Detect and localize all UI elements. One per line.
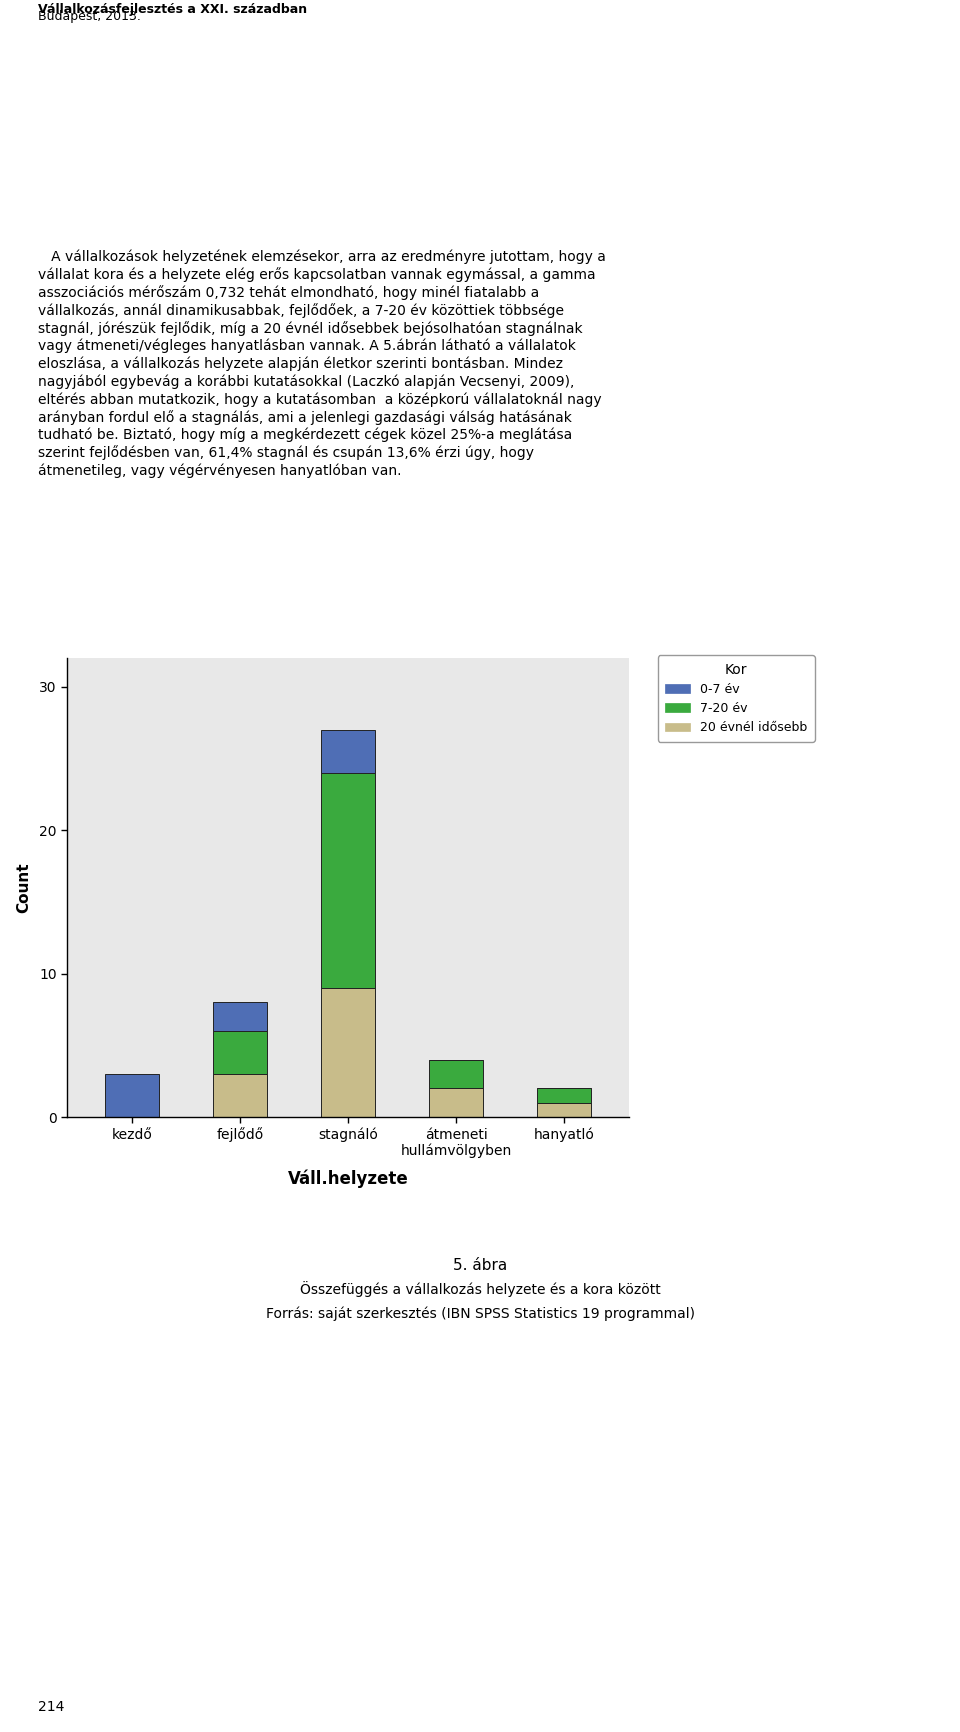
Bar [537, 1103, 591, 1117]
Bar [213, 1074, 267, 1117]
Bar [213, 1031, 267, 1074]
Text: tudható be. Biztató, hogy míg a megkérdezett cégek közel 25%-a meglátása: tudható be. Biztató, hogy míg a megkérde… [38, 428, 573, 442]
Bar [429, 1088, 483, 1117]
Text: vállalat kora és a helyzete elég erős kapcsolatban vannak egymással, a gamma: vállalat kora és a helyzete elég erős ka… [38, 267, 596, 282]
Text: Budapest, 2013.: Budapest, 2013. [38, 10, 141, 23]
Text: átmenetileg, vagy végérvényesen hanyatlóban van.: átmenetileg, vagy végérvényesen hanyatló… [38, 464, 402, 478]
Text: eltérés abban mutatkozik, hogy a kutatásomban  a középkorú vállalatoknál nagy: eltérés abban mutatkozik, hogy a kutatás… [38, 391, 602, 407]
Legend: 0-7 év, 7-20 év, 20 évnél idősebb: 0-7 év, 7-20 év, 20 évnél idősebb [658, 655, 815, 741]
Text: vagy átmeneti/végleges hanyatlásban vannak. A 5.ábrán látható a vállalatok: vagy átmeneti/végleges hanyatlásban vann… [38, 339, 576, 353]
Text: 5. ábra: 5. ábra [453, 1257, 507, 1273]
Bar [429, 1060, 483, 1088]
Text: stagnál, jórészük fejlődik, míg a 20 évnél idősebbek bejósolhatóan stagnálnak: stagnál, jórészük fejlődik, míg a 20 évn… [38, 320, 583, 336]
Text: szerint fejlődésben van, 61,4% stagnál és csupán 13,6% érzi úgy, hogy: szerint fejlődésben van, 61,4% stagnál é… [38, 445, 535, 461]
Bar [537, 1088, 591, 1103]
Text: 214: 214 [38, 1701, 64, 1715]
Text: Összefüggés a vállalkozás helyzete és a kora között: Összefüggés a vállalkozás helyzete és a … [300, 1282, 660, 1297]
Text: vállalkozás, annál dinamikusabbak, fejlődőek, a 7-20 év közöttiek többsége: vállalkozás, annál dinamikusabbak, fejlő… [38, 303, 564, 317]
Bar [321, 772, 375, 987]
Text: arányban fordul elő a stagnálás, ami a jelenlegi gazdasági válság hatásának: arányban fordul elő a stagnálás, ami a j… [38, 410, 572, 424]
Text: A vállalkozások helyzetének elemzésekor, arra az eredményre jutottam, hogy a: A vállalkozások helyzetének elemzésekor,… [38, 249, 607, 263]
Bar [105, 1074, 159, 1117]
X-axis label: Váll.helyzete: Váll.helyzete [288, 1169, 408, 1188]
Bar [213, 1003, 267, 1031]
Text: asszociációs mérőszám 0,732 tehát elmondható, hogy minél fiatalabb a: asszociációs mérőszám 0,732 tehát elmond… [38, 286, 540, 300]
Text: Forrás: saját szerkesztés (IBN SPSS Statistics 19 programmal): Forrás: saját szerkesztés (IBN SPSS Stat… [266, 1306, 694, 1322]
Text: eloszlása, a vállalkozás helyzete alapján életkor szerinti bontásban. Mindez: eloszlása, a vállalkozás helyzete alapjá… [38, 357, 564, 371]
Text: nagyjából egybevág a korábbi kutatásokkal (Laczkó alapján Vecsenyi, 2009),: nagyjából egybevág a korábbi kutatásokka… [38, 374, 575, 388]
Bar [321, 987, 375, 1117]
Y-axis label: Count: Count [15, 863, 31, 913]
Text: Vállalkozásfejlesztés a XXI. században: Vállalkozásfejlesztés a XXI. században [38, 2, 307, 16]
Bar [321, 729, 375, 772]
